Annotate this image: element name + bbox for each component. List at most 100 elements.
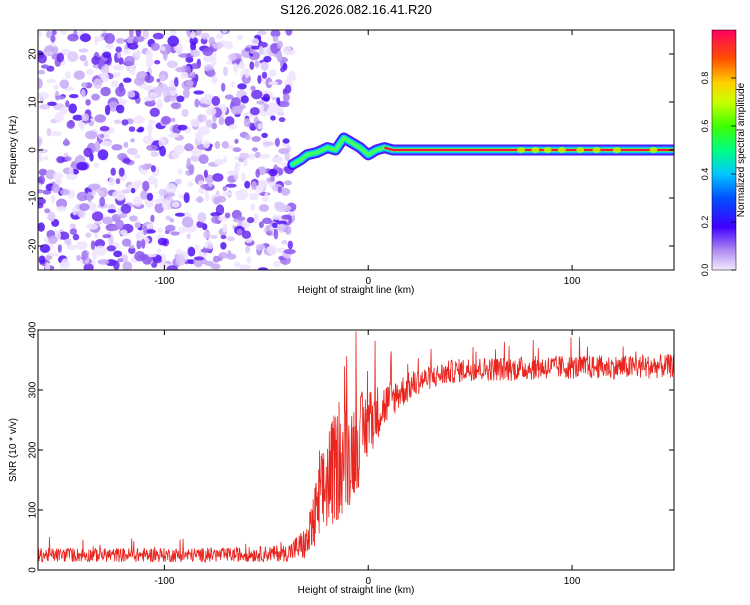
noise-speckle bbox=[165, 183, 177, 195]
noise-speckle bbox=[52, 172, 64, 180]
noise-speckle bbox=[174, 77, 179, 87]
noise-speckle bbox=[85, 99, 91, 106]
noise-speckle bbox=[133, 35, 145, 43]
noise-speckle bbox=[59, 188, 70, 196]
noise-speckle bbox=[164, 86, 177, 92]
noise-speckle bbox=[274, 157, 283, 165]
noise-speckle bbox=[202, 47, 214, 56]
noise-speckle bbox=[66, 244, 78, 250]
noise-speckle bbox=[280, 162, 289, 167]
noise-speckle bbox=[118, 57, 124, 65]
noise-speckle bbox=[257, 267, 269, 270]
noise-speckle bbox=[277, 223, 287, 233]
noise-speckle bbox=[288, 70, 296, 79]
noise-speckle bbox=[214, 158, 224, 166]
noise-speckle bbox=[221, 141, 229, 149]
noise-speckle bbox=[117, 191, 126, 201]
noise-speckle bbox=[203, 169, 208, 178]
noise-speckle bbox=[38, 255, 46, 264]
noise-speckle bbox=[116, 104, 125, 114]
noise-speckle bbox=[44, 155, 49, 161]
noise-speckle bbox=[69, 166, 74, 176]
noise-speckle bbox=[141, 163, 151, 170]
noise-speckle bbox=[48, 235, 58, 245]
noise-speckle bbox=[79, 203, 90, 212]
x-tick-label: -100 bbox=[154, 576, 174, 587]
noise-speckle bbox=[175, 67, 186, 73]
noise-speckle bbox=[188, 164, 195, 175]
colorbar-tick-label: 0.4 bbox=[700, 168, 710, 181]
noise-speckle bbox=[129, 215, 138, 222]
noise-speckle bbox=[211, 75, 218, 84]
noise-speckle bbox=[134, 251, 146, 262]
noise-speckle bbox=[177, 168, 183, 175]
noise-speckle bbox=[198, 154, 209, 164]
noise-speckle bbox=[137, 126, 145, 132]
noise-speckle bbox=[141, 238, 146, 249]
noise-speckle bbox=[144, 197, 155, 208]
figure-title: S126.2026.082.16.41.R20 bbox=[280, 2, 432, 17]
noise-speckle bbox=[100, 72, 110, 83]
noise-speckle bbox=[251, 136, 261, 142]
noise-speckle bbox=[176, 95, 185, 103]
noise-speckle bbox=[282, 138, 290, 144]
noise-speckle bbox=[108, 177, 116, 186]
noise-speckle bbox=[222, 223, 228, 233]
noise-speckle bbox=[235, 190, 243, 197]
noise-speckle bbox=[259, 102, 264, 113]
noise-speckle bbox=[159, 193, 165, 203]
noise-speckle bbox=[237, 83, 247, 90]
noise-speckle bbox=[80, 33, 91, 43]
y-tick-label: 200 bbox=[28, 441, 39, 458]
noise-speckle bbox=[245, 245, 251, 254]
noise-speckle bbox=[157, 248, 162, 254]
noise-speckle bbox=[252, 147, 258, 152]
colorbar-tick-label: 0.2 bbox=[700, 216, 710, 229]
noise-speckle bbox=[50, 34, 56, 43]
ridge-highlight-blob bbox=[543, 147, 552, 153]
noise-speckle bbox=[65, 71, 71, 80]
noise-speckle bbox=[261, 61, 269, 71]
noise-speckle bbox=[105, 43, 114, 50]
noise-speckle bbox=[268, 81, 279, 86]
noise-speckle bbox=[157, 237, 168, 246]
spectrogram-x-ticks: -100 0 100 bbox=[154, 30, 581, 287]
colorbar-gradient bbox=[711, 29, 737, 271]
noise-speckle bbox=[254, 60, 260, 68]
x-tick-label: 100 bbox=[564, 576, 581, 587]
noise-speckle bbox=[91, 211, 104, 222]
noise-speckle bbox=[127, 90, 136, 98]
noise-speckle bbox=[72, 114, 84, 121]
noise-speckle bbox=[222, 191, 233, 196]
noise-speckle bbox=[38, 182, 42, 189]
noise-speckle bbox=[104, 104, 111, 116]
noise-speckle bbox=[224, 116, 235, 127]
noise-speckle bbox=[122, 158, 131, 164]
noise-speckle bbox=[51, 183, 61, 193]
noise-speckle bbox=[99, 133, 105, 139]
noise-speckle bbox=[150, 151, 159, 157]
noise-speckle bbox=[143, 225, 148, 236]
noise-speckle bbox=[150, 42, 160, 51]
colorbar-ticks: 0.0 0.2 0.4 0.6 0.8 bbox=[700, 72, 736, 276]
noise-speckle bbox=[193, 90, 205, 95]
noise-speckle bbox=[67, 33, 79, 42]
noise-speckle bbox=[83, 263, 94, 270]
noise-speckle bbox=[270, 30, 281, 38]
noise-speckle bbox=[153, 177, 159, 189]
noise-speckle bbox=[195, 133, 203, 142]
noise-speckle bbox=[240, 95, 249, 104]
noise-speckle bbox=[86, 223, 98, 230]
noise-speckle bbox=[174, 144, 185, 154]
noise-speckle bbox=[146, 144, 158, 151]
noise-speckle bbox=[183, 192, 190, 204]
noise-speckle bbox=[76, 254, 81, 261]
y-tick-label: 400 bbox=[28, 321, 39, 338]
noise-speckle bbox=[115, 178, 121, 185]
noise-speckle bbox=[289, 210, 295, 216]
noise-speckle bbox=[205, 191, 210, 202]
noise-speckle bbox=[193, 256, 205, 261]
noise-speckle bbox=[65, 100, 70, 108]
